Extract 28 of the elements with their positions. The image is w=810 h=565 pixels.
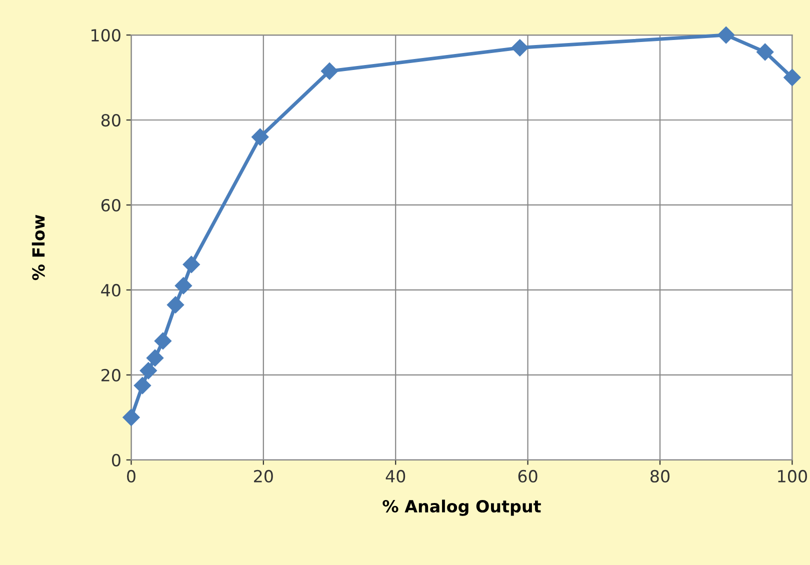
point	[511, 39, 528, 56]
point	[718, 26, 735, 44]
point	[134, 377, 152, 394]
point	[122, 408, 140, 426]
x-tick-label: 40	[386, 470, 406, 483]
x-axis-title: % Analog Output	[382, 500, 541, 516]
y-tick-label: 100	[92, 28, 120, 42]
point	[174, 277, 192, 294]
point	[784, 68, 801, 86]
y-tick-label: 60	[101, 198, 120, 212]
point	[182, 256, 200, 274]
point	[140, 362, 157, 380]
y-tick-label: 20	[102, 368, 120, 382]
point	[252, 128, 269, 146]
x-tick-label: 0	[127, 470, 136, 483]
y-tick-label: 0	[112, 454, 120, 466]
y-tick-label: 80	[101, 114, 120, 127]
point	[756, 43, 774, 61]
point	[166, 296, 184, 314]
x-tick-label: 60	[518, 470, 538, 483]
y-tick-label: 40	[101, 284, 120, 297]
x-tick-label: 20	[254, 470, 273, 483]
y-axis-title: % Flow	[32, 214, 45, 280]
point	[146, 349, 164, 366]
point	[320, 62, 338, 80]
x-tick-label: 80	[650, 470, 670, 483]
point	[154, 332, 172, 350]
x-tick-label: 100	[778, 470, 807, 483]
